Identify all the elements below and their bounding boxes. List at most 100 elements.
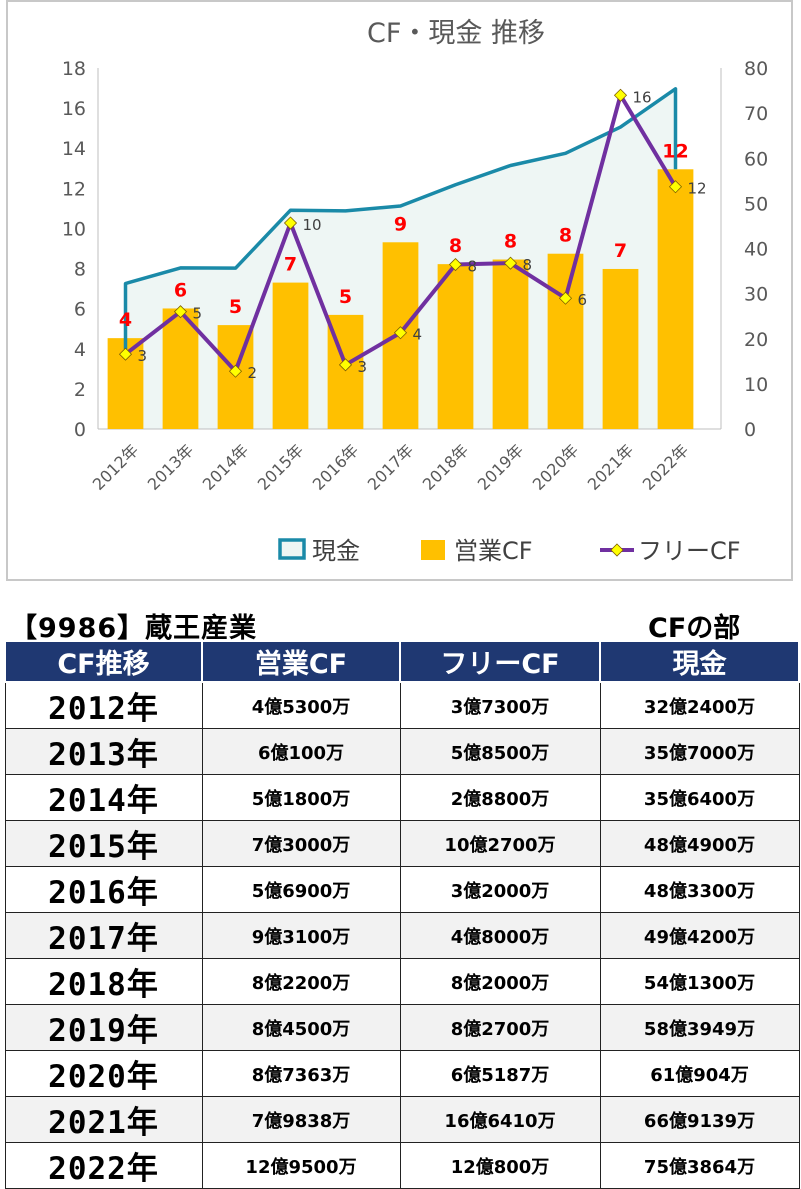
left-axis-tick-label: 12	[62, 178, 86, 200]
left-axis-tick-label: 8	[74, 259, 86, 281]
left-axis-tick-label: 14	[62, 138, 86, 160]
x-axis-category-label: 2021年	[584, 440, 638, 494]
free-cf-marker	[558, 291, 573, 305]
operating-cf-bar	[492, 259, 529, 429]
right-axis-tick-label: 40	[744, 239, 768, 261]
table-year-cell: 2013年	[4, 728, 203, 775]
free-cf-marker	[668, 180, 683, 194]
free-cf-marker	[338, 358, 353, 372]
x-axis-category-label: 2017年	[364, 440, 418, 494]
table-cell: 35億7000万	[599, 728, 800, 775]
table-row: 2019年 8億4500万 8億2700万 58億3949万	[4, 1004, 800, 1051]
table-year-cell: 2021年	[4, 1096, 203, 1143]
free-cf-marker	[118, 347, 133, 361]
free-cf-marker	[613, 88, 628, 102]
x-axis-category-label: 2014年	[199, 440, 253, 494]
table-year-cell: 2014年	[4, 774, 203, 821]
right-axis-tick-label: 30	[744, 284, 768, 306]
free-cf-marker	[503, 256, 518, 270]
table-cell: 54億1300万	[599, 958, 800, 1005]
table-year-cell: 2018年	[4, 958, 203, 1005]
table-row: 2013年 6億100万 5億8500万 35億7000万	[4, 728, 800, 775]
free-cf-label: 5	[193, 305, 203, 323]
legend-label-cash: 現金	[312, 537, 360, 565]
table-cell: 10億2700万	[399, 820, 601, 867]
table-year-cell: 2020年	[4, 1050, 203, 1097]
table-row: 2021年 7億9838万 16億6410万 66億9139万	[4, 1096, 800, 1143]
table-cell: 5億1800万	[201, 774, 401, 821]
table-cell: 2億8800万	[399, 774, 601, 821]
operating-cf-bar	[272, 282, 309, 429]
table-header-cell: CF推移	[4, 640, 203, 683]
table-cell: 58億3949万	[599, 1004, 800, 1051]
left-axis-tick-label: 4	[74, 339, 86, 361]
table-row: 2020年 8億7363万 6億5187万 61億904万	[4, 1050, 800, 1097]
chart-title: CF・現金 推移	[367, 18, 545, 49]
table-cell: 6億5187万	[399, 1050, 601, 1097]
operating-cf-bar	[547, 253, 584, 429]
table-cell: 9億3100万	[201, 912, 401, 959]
free-cf-label: 4	[413, 326, 423, 344]
table-row: 2017年 9億3100万 4億8000万 49億4200万	[4, 912, 800, 959]
operating-cf-label: 8	[559, 225, 572, 247]
operating-cf-bar	[602, 268, 639, 429]
legend-swatch-operating-cf	[421, 540, 445, 560]
operating-cf-label: 9	[394, 213, 407, 235]
table-row: 2018年 8億2200万 8億2000万 54億1300万	[4, 958, 800, 1005]
free-cf-label: 3	[138, 347, 148, 365]
table-cell: 8億7363万	[201, 1050, 401, 1097]
table-row: 2016年 5億6900万 3億2000万 48億3300万	[4, 866, 800, 913]
table-cell: 4億8000万	[399, 912, 601, 959]
table-cell: 12億800万	[399, 1142, 601, 1189]
left-axis-tick-label: 6	[74, 299, 86, 321]
x-axis-category-label: 2013年	[144, 440, 198, 494]
table-cell: 32億2400万	[599, 681, 800, 729]
free-cf-marker	[173, 305, 188, 319]
free-cf-marker	[393, 326, 408, 340]
table-row: 2022年 12億9500万 12億800万 75億3864万	[4, 1142, 800, 1189]
x-axis-category-label: 2015年	[254, 440, 308, 494]
left-axis-tick-label: 18	[62, 58, 86, 80]
x-axis-category-label: 2020年	[529, 440, 583, 494]
operating-cf-label: 5	[229, 296, 242, 318]
legend-marker-free-cf	[610, 543, 624, 557]
right-axis-tick-label: 80	[744, 58, 768, 80]
free-cf-label: 3	[358, 358, 368, 376]
cash-line	[123, 87, 678, 349]
right-axis-tick-label: 0	[744, 419, 756, 441]
table-cell: 3億7300万	[399, 681, 601, 729]
table-cell: 5億8500万	[399, 728, 601, 775]
table-year-cell: 2022年	[4, 1142, 203, 1189]
operating-cf-label: 5	[339, 286, 352, 308]
section-title: CFの部	[648, 613, 741, 644]
table-cell: 8億4500万	[201, 1004, 401, 1051]
company-title: 【9986】蔵王産業	[10, 613, 258, 644]
operating-cf-label: 8	[449, 235, 462, 257]
table-cell: 8億2700万	[399, 1004, 601, 1051]
table-cell: 3億2000万	[399, 866, 601, 913]
free-cf-label: 12	[688, 180, 707, 198]
operating-cf-label: 12	[662, 140, 688, 162]
table-row: 2014年 5億1800万 2億8800万 35億6400万	[4, 774, 800, 821]
x-axis-category-label: 2022年	[639, 440, 693, 494]
table-header-row: CF推移 営業CF フリーCF 現金	[4, 640, 800, 683]
table-cell: 6億100万	[201, 728, 401, 775]
table-header-cell: 現金	[599, 640, 800, 683]
table-year-cell: 2019年	[4, 1004, 203, 1051]
left-axis-tick-label: 16	[62, 98, 86, 120]
operating-cf-label: 7	[284, 254, 297, 276]
operating-cf-bar	[437, 264, 474, 429]
free-cf-marker	[283, 216, 298, 230]
table-cell: 66億9139万	[599, 1096, 800, 1143]
x-axis-category-label: 2016年	[309, 440, 363, 494]
cf-table: CF推移 営業CF フリーCF 現金 2012年 4億5300万 3億7300万 32億24…	[4, 640, 800, 1189]
legend-label-operating-cf: 営業CF	[454, 537, 533, 565]
table-body: 2012年 4億5300万 3億7300万 32億2400万 2013年 6億100万 5億…	[4, 681, 800, 1189]
table-cell: 48億4900万	[599, 820, 800, 867]
table-cell: 8億2000万	[399, 958, 601, 1005]
right-axis-tick-label: 50	[744, 193, 768, 215]
table-cell: 12億9500万	[201, 1142, 401, 1189]
table-cell: 49億4200万	[599, 912, 800, 959]
x-axis-category-label: 2018年	[419, 440, 473, 494]
table-year-cell: 2017年	[4, 912, 203, 959]
